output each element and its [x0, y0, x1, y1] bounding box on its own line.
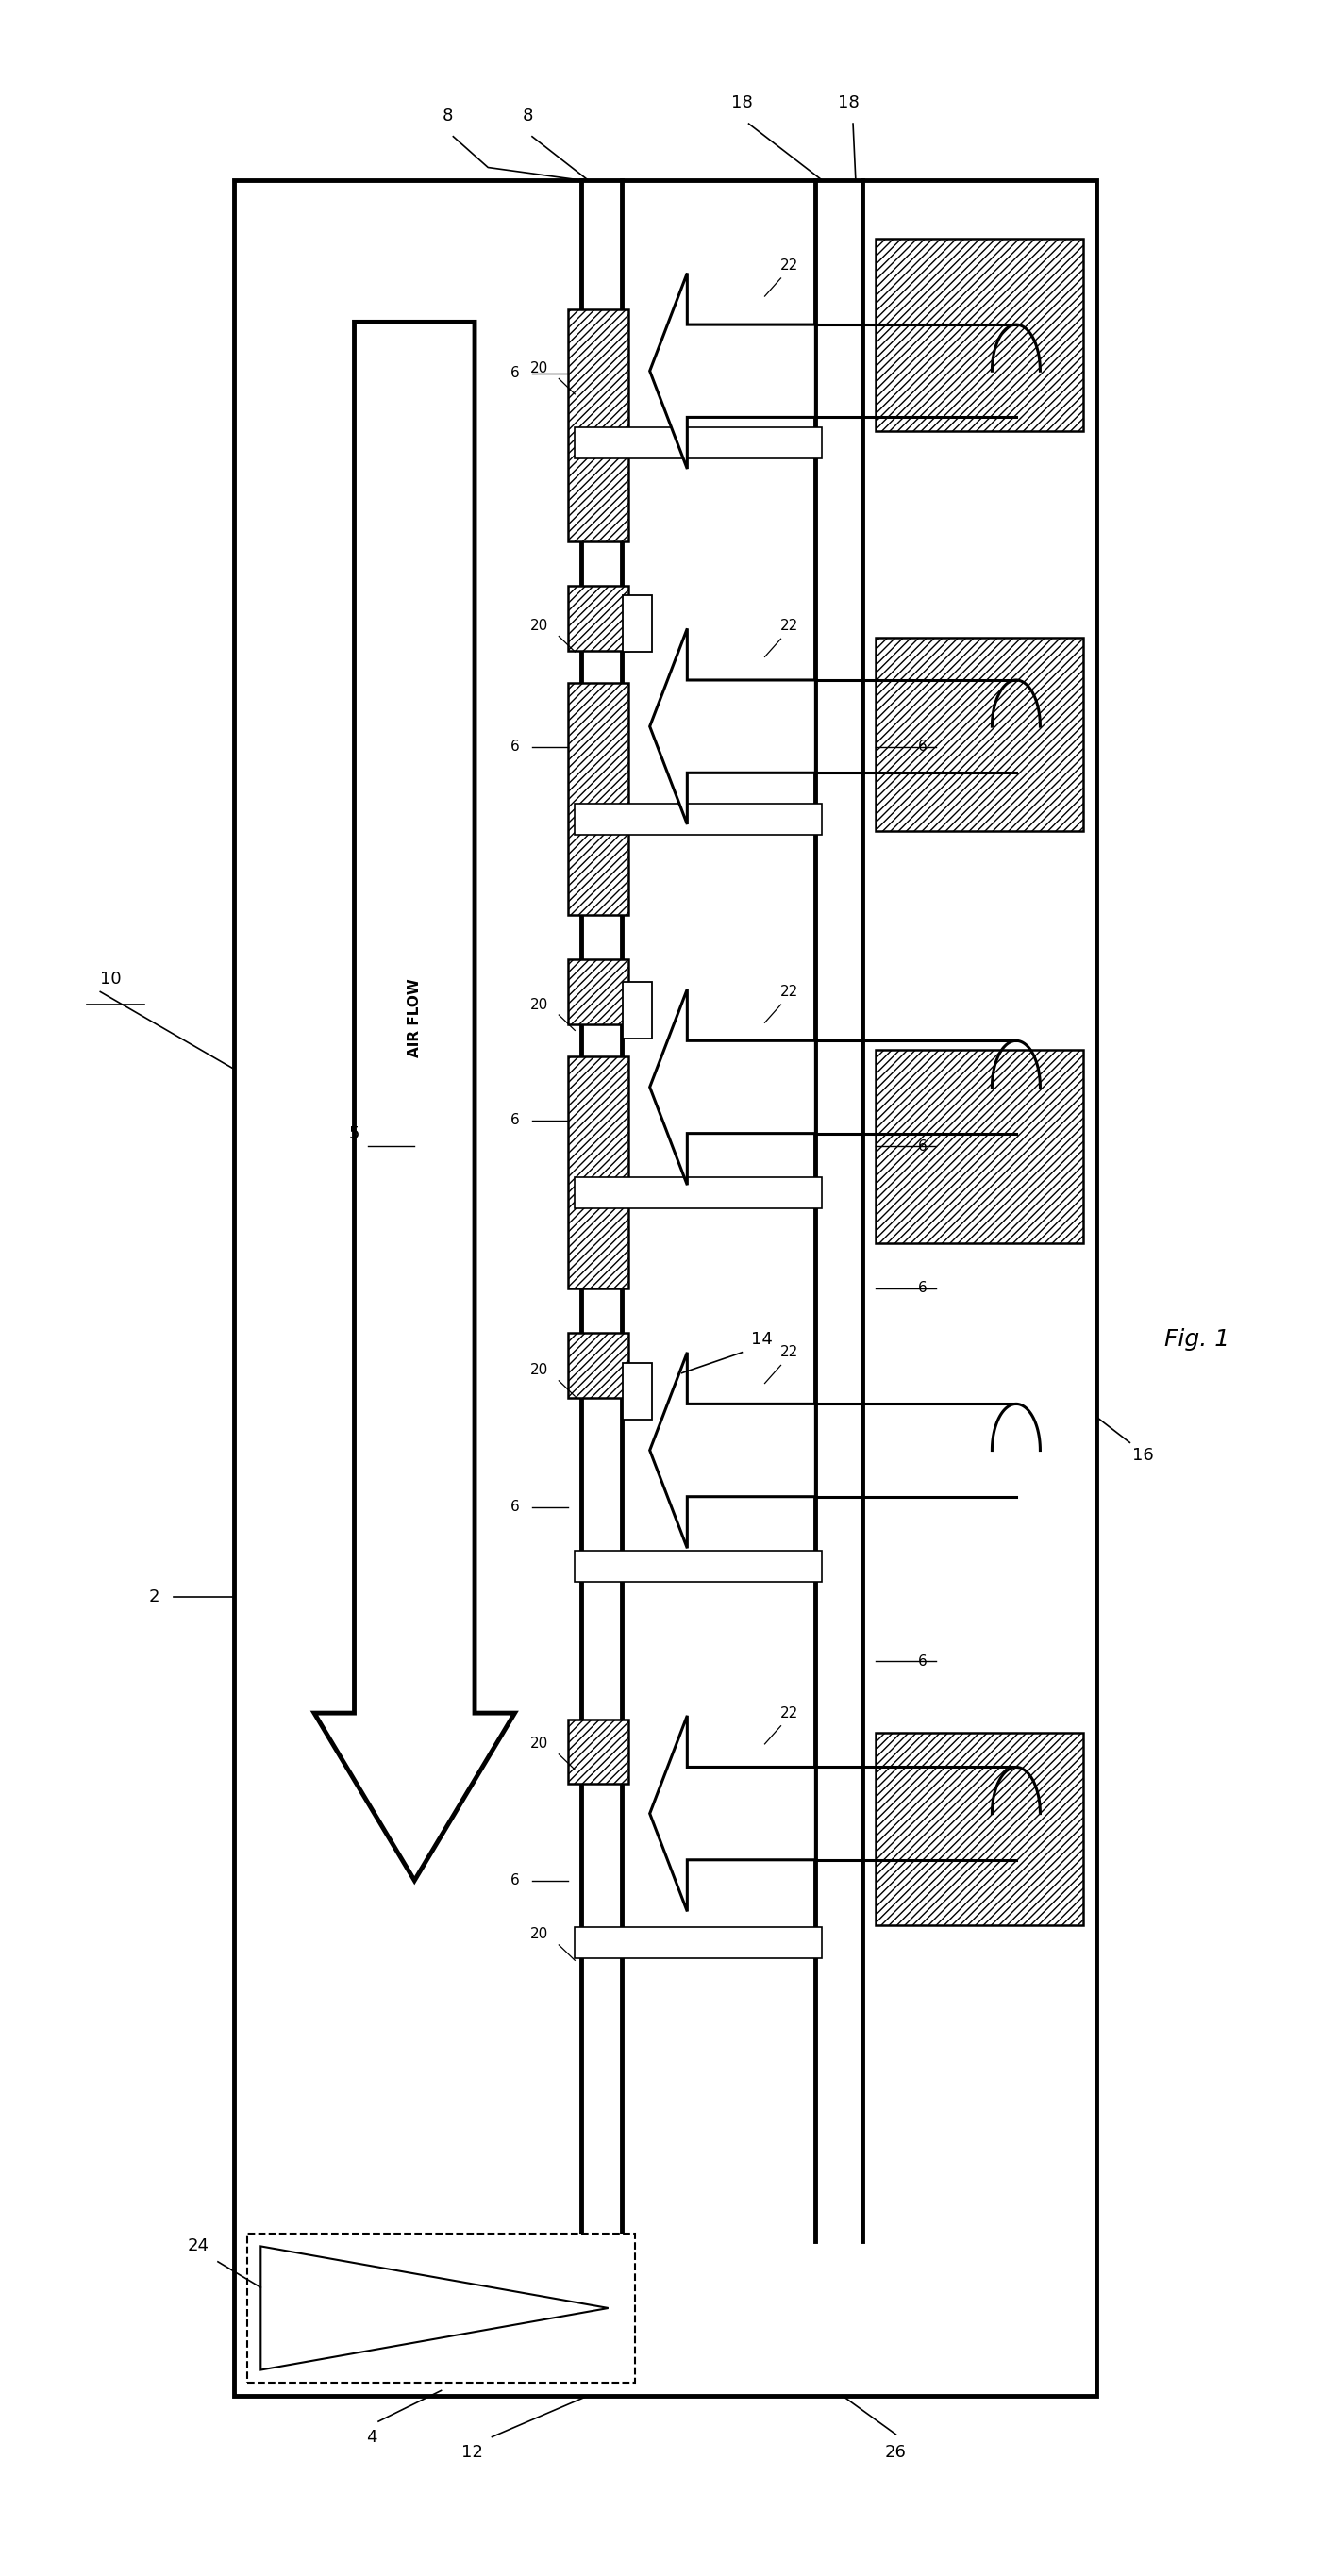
Bar: [568, 1721, 628, 1783]
Bar: [575, 428, 822, 459]
Polygon shape: [650, 989, 816, 1185]
Polygon shape: [650, 1352, 816, 1548]
Text: 20: 20: [529, 1736, 548, 1752]
Text: 20: 20: [529, 618, 548, 634]
Text: 6: 6: [919, 1139, 927, 1154]
Polygon shape: [650, 629, 816, 824]
Text: 6: 6: [511, 1499, 519, 1515]
Bar: [623, 1363, 652, 1419]
Text: 20: 20: [529, 997, 548, 1012]
Bar: [575, 1551, 822, 1582]
Text: 16: 16: [1132, 1448, 1154, 1463]
Bar: [568, 961, 628, 1025]
Text: 22: 22: [779, 1705, 798, 1721]
Bar: [876, 1731, 1083, 1927]
Text: 14: 14: [751, 1332, 773, 1347]
Bar: [568, 585, 628, 652]
Text: 24: 24: [187, 2239, 209, 2254]
Bar: [623, 981, 652, 1038]
Text: 20: 20: [529, 1363, 548, 1378]
Text: 6: 6: [919, 1654, 927, 1669]
Bar: [568, 683, 628, 914]
Text: AIR FLOW: AIR FLOW: [408, 979, 421, 1056]
Text: 8: 8: [523, 108, 533, 124]
Polygon shape: [650, 1716, 816, 1911]
Bar: [876, 240, 1083, 433]
Text: 6: 6: [919, 1280, 927, 1296]
Text: 20: 20: [529, 361, 548, 376]
Text: 12: 12: [461, 2445, 483, 2460]
Text: 6: 6: [511, 1113, 519, 1128]
Text: 4: 4: [366, 2429, 377, 2445]
Bar: [876, 639, 1083, 829]
Text: 18: 18: [731, 95, 753, 111]
Text: 6: 6: [919, 739, 927, 755]
Bar: [568, 1056, 628, 1288]
Polygon shape: [261, 2246, 608, 2370]
Bar: [568, 309, 628, 541]
Text: 26: 26: [885, 2445, 906, 2460]
Text: 5: 5: [349, 1126, 360, 1141]
Bar: [575, 804, 822, 835]
Text: 8: 8: [443, 108, 453, 124]
Bar: [575, 1177, 822, 1208]
Text: 6: 6: [511, 739, 519, 755]
Text: 22: 22: [779, 258, 798, 273]
Bar: [234, 180, 1096, 2396]
Text: 22: 22: [779, 1345, 798, 1360]
Text: 22: 22: [779, 984, 798, 999]
Text: 18: 18: [838, 95, 860, 111]
Bar: [623, 595, 652, 652]
Text: 22: 22: [779, 618, 798, 634]
Text: 6: 6: [511, 366, 519, 381]
Text: 6: 6: [511, 1873, 519, 1888]
Bar: [568, 1334, 628, 1399]
Text: 10: 10: [100, 971, 122, 987]
Polygon shape: [314, 322, 515, 1880]
Bar: [876, 1051, 1083, 1242]
Polygon shape: [650, 273, 816, 469]
Text: 2: 2: [148, 1589, 159, 1605]
Bar: [575, 1927, 822, 1958]
Text: Fig. 1: Fig. 1: [1165, 1329, 1229, 1350]
Text: 20: 20: [529, 1927, 548, 1942]
Bar: [247, 2233, 635, 2383]
